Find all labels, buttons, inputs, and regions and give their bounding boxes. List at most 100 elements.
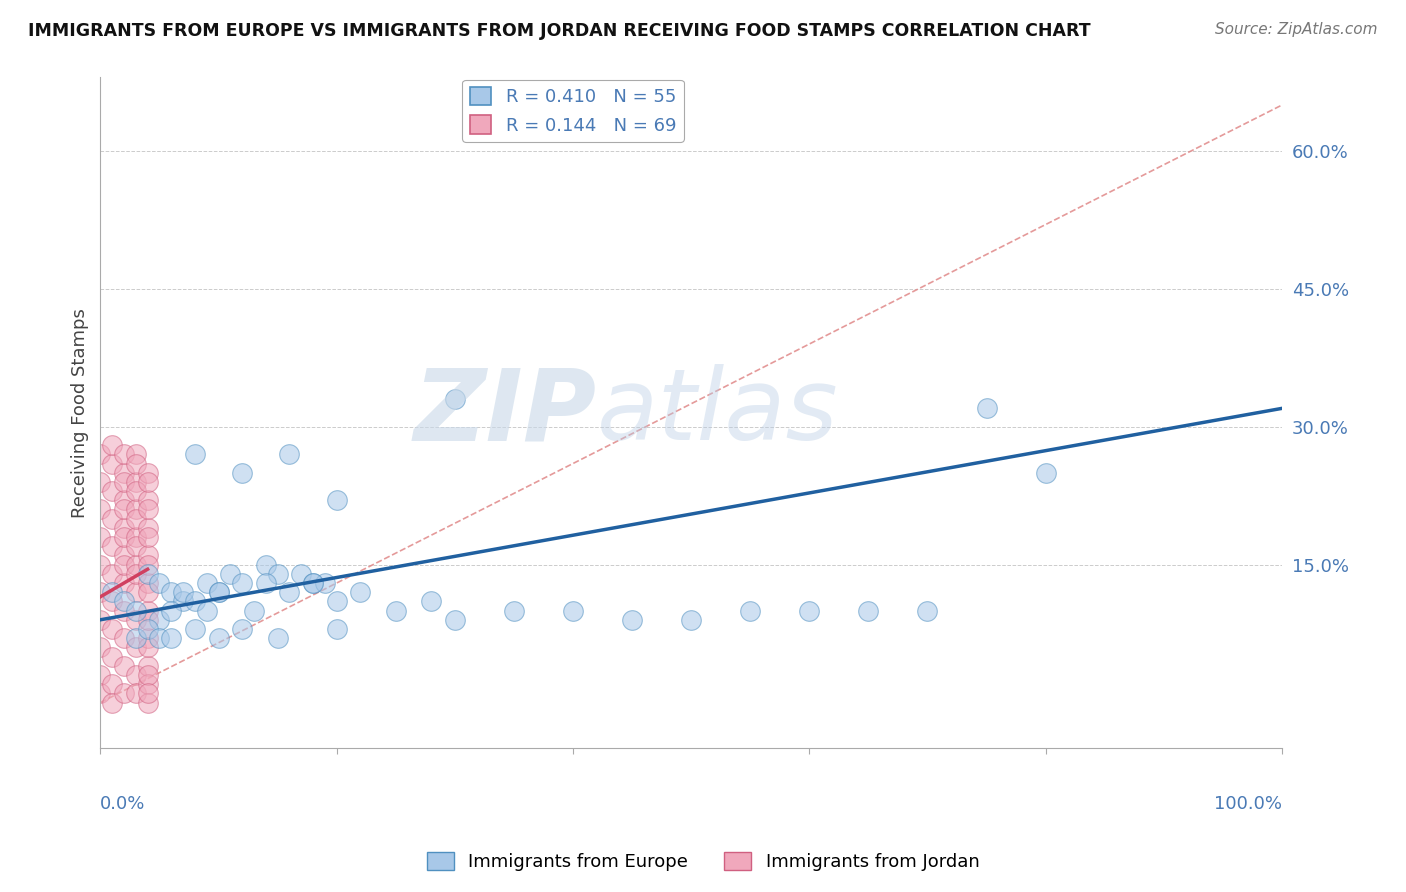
Point	[136, 576, 159, 591]
Point	[325, 622, 347, 636]
Point	[125, 668, 148, 682]
Point	[136, 613, 159, 627]
Text: 100.0%: 100.0%	[1213, 796, 1282, 814]
Point	[112, 466, 135, 480]
Point	[89, 613, 111, 627]
Point	[136, 696, 159, 710]
Point	[101, 539, 124, 553]
Point	[101, 585, 124, 599]
Point	[89, 530, 111, 544]
Point	[101, 622, 124, 636]
Point	[136, 493, 159, 508]
Point	[125, 447, 148, 461]
Y-axis label: Receiving Food Stamps: Receiving Food Stamps	[72, 308, 89, 518]
Point	[184, 447, 207, 461]
Point	[136, 466, 159, 480]
Point	[125, 502, 148, 516]
Point	[89, 558, 111, 572]
Point	[125, 558, 148, 572]
Point	[917, 604, 939, 618]
Point	[101, 677, 124, 691]
Point	[136, 585, 159, 599]
Point	[89, 502, 111, 516]
Point	[112, 493, 135, 508]
Point	[125, 613, 148, 627]
Point	[112, 558, 135, 572]
Point	[278, 585, 301, 599]
Point	[136, 549, 159, 563]
Point	[349, 585, 371, 599]
Point	[136, 558, 159, 572]
Point	[314, 576, 336, 591]
Point	[125, 640, 148, 655]
Point	[101, 438, 124, 452]
Point	[112, 530, 135, 544]
Point	[503, 604, 526, 618]
Point	[101, 566, 124, 581]
Point	[681, 613, 703, 627]
Point	[125, 511, 148, 525]
Point	[136, 658, 159, 673]
Point	[136, 622, 159, 636]
Text: ZIP: ZIP	[413, 365, 596, 461]
Point	[148, 613, 170, 627]
Point	[443, 613, 465, 627]
Point	[302, 576, 325, 591]
Point	[112, 631, 135, 645]
Point	[231, 466, 253, 480]
Point	[207, 585, 229, 599]
Point	[112, 475, 135, 489]
Legend: R = 0.410   N = 55, R = 0.144   N = 69: R = 0.410 N = 55, R = 0.144 N = 69	[463, 79, 683, 142]
Point	[1035, 466, 1057, 480]
Point	[254, 558, 277, 572]
Point	[136, 502, 159, 516]
Point	[858, 604, 880, 618]
Point	[89, 640, 111, 655]
Point	[125, 631, 148, 645]
Point	[172, 594, 194, 608]
Legend: Immigrants from Europe, Immigrants from Jordan: Immigrants from Europe, Immigrants from …	[419, 846, 987, 879]
Text: Source: ZipAtlas.com: Source: ZipAtlas.com	[1215, 22, 1378, 37]
Point	[621, 613, 644, 627]
Point	[562, 604, 585, 618]
Point	[112, 594, 135, 608]
Point	[148, 631, 170, 645]
Point	[136, 475, 159, 489]
Point	[184, 594, 207, 608]
Point	[219, 566, 242, 581]
Point	[976, 401, 998, 416]
Point	[172, 585, 194, 599]
Point	[325, 594, 347, 608]
Point	[125, 686, 148, 700]
Point	[125, 457, 148, 471]
Point	[101, 511, 124, 525]
Point	[112, 604, 135, 618]
Point	[125, 539, 148, 553]
Point	[740, 604, 762, 618]
Point	[136, 566, 159, 581]
Text: IMMIGRANTS FROM EUROPE VS IMMIGRANTS FROM JORDAN RECEIVING FOOD STAMPS CORRELATI: IMMIGRANTS FROM EUROPE VS IMMIGRANTS FRO…	[28, 22, 1091, 40]
Point	[125, 475, 148, 489]
Point	[125, 530, 148, 544]
Point	[112, 549, 135, 563]
Point	[136, 686, 159, 700]
Point	[195, 576, 218, 591]
Point	[160, 631, 183, 645]
Point	[231, 622, 253, 636]
Point	[278, 447, 301, 461]
Point	[136, 677, 159, 691]
Point	[136, 521, 159, 535]
Point	[89, 475, 111, 489]
Point	[112, 576, 135, 591]
Point	[89, 585, 111, 599]
Point	[384, 604, 406, 618]
Point	[101, 696, 124, 710]
Point	[89, 686, 111, 700]
Point	[266, 566, 288, 581]
Point	[207, 631, 229, 645]
Point	[136, 604, 159, 618]
Point	[112, 447, 135, 461]
Point	[207, 585, 229, 599]
Point	[799, 604, 821, 618]
Point	[101, 484, 124, 499]
